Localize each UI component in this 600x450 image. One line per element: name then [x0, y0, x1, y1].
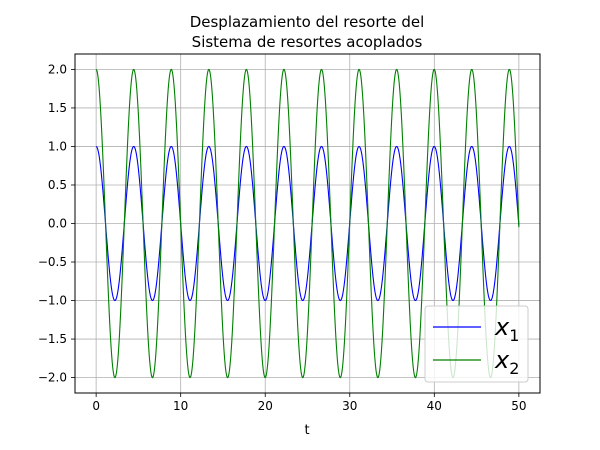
x-axis-label: t: [304, 423, 309, 438]
legend-box: [424, 305, 529, 383]
x-tick-label: 50: [511, 399, 526, 413]
chart-title-line-1: Desplazamiento del resorte del: [190, 13, 425, 31]
y-tick-label: 1.0: [48, 139, 67, 153]
legend: x1 x2: [424, 305, 529, 383]
x-tick-label: 30: [342, 399, 357, 413]
y-tick-label: 2.0: [48, 62, 67, 76]
x-tick-label: 0: [92, 399, 100, 413]
legend-label-x2: x2: [494, 346, 519, 378]
y-tick-label: −0.5: [38, 255, 67, 269]
x-tick-label: 20: [258, 399, 273, 413]
legend-label-x1: x1: [494, 313, 519, 345]
y-tick-label: 0.5: [48, 178, 67, 192]
chart-title-line-2: Sistema de resortes acoplados: [192, 33, 423, 51]
y-tick-label: −2.0: [38, 371, 67, 385]
y-tick-label: 0.0: [48, 217, 67, 231]
x-tick-label: 10: [173, 399, 188, 413]
axis-ticks: 0 10 20 30 40 50 2.0 1.5 1.0 0.5 0.0 −0.5 −1.0 −1.5 −2…: [38, 62, 527, 413]
series-line-x1: [95, 145, 520, 302]
y-tick-label: 1.5: [48, 101, 67, 115]
x-tick-label: 40: [427, 399, 442, 413]
y-tick-label: −1.5: [38, 332, 67, 346]
y-tick-label: −1.0: [38, 294, 67, 308]
